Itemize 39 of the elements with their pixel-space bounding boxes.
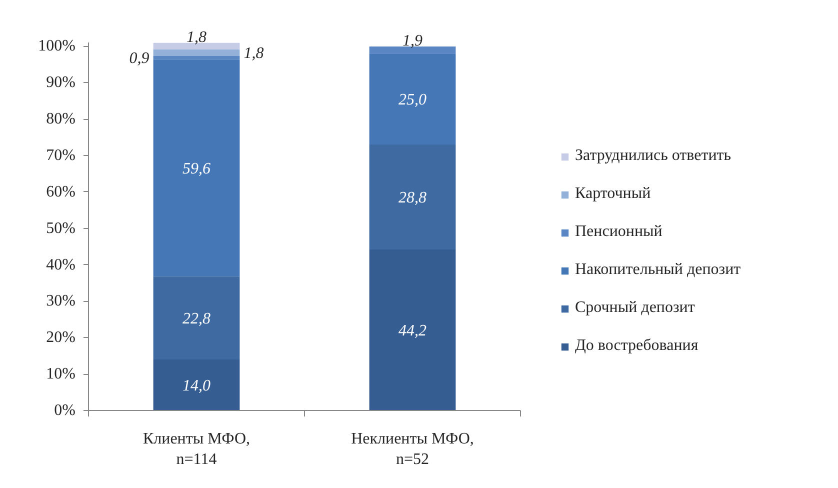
y-tick-label: 70% [46,146,76,164]
y-tick-label: 10% [46,366,76,383]
x-tick-label: Клиенты МФО, n=114 [142,430,250,468]
bar [153,49,240,56]
legend-label: До востребования [575,337,698,355]
bar [369,53,456,145]
data-label: 25,0 [398,91,426,108]
legend-label: Карточный [575,185,651,203]
data-label: 22,8 [182,310,210,328]
data-label: 1,8 [186,28,206,46]
legend-label: Срочный депозит [575,299,695,317]
legend-label: Пенсионный [575,223,662,241]
data-label: 1,8 [244,45,264,62]
legend-label: Накопительный депозит [575,261,741,279]
bar [153,59,240,276]
y-tick-label: 100% [38,38,76,55]
bar [369,46,456,54]
y-tick-label: 30% [46,292,76,310]
bar [153,276,240,360]
bar [153,56,240,60]
data-label: 0,9 [129,50,150,68]
data-label: 59,6 [182,160,210,178]
y-tick-label: 60% [46,183,76,200]
y-tick-label: 50% [46,220,76,237]
data-label: 1,9 [402,32,422,50]
y-tick-label: 20% [46,329,76,346]
bar [153,359,240,410]
y-tick-label: 80% [46,110,76,128]
bar [369,249,456,410]
y-tick-label: 40% [46,256,76,274]
data-label: 44,2 [398,322,426,340]
bar [153,42,240,50]
bar [369,144,456,250]
y-tick-label: 0% [54,402,76,419]
x-tick-label: Неклиенты МФО, n=52 [351,430,474,468]
y-tick-label: 90% [46,74,76,92]
data-label: 14,0 [182,377,210,394]
data-label: 28,8 [398,189,426,206]
legend-label: Затруднились ответить [575,147,732,165]
